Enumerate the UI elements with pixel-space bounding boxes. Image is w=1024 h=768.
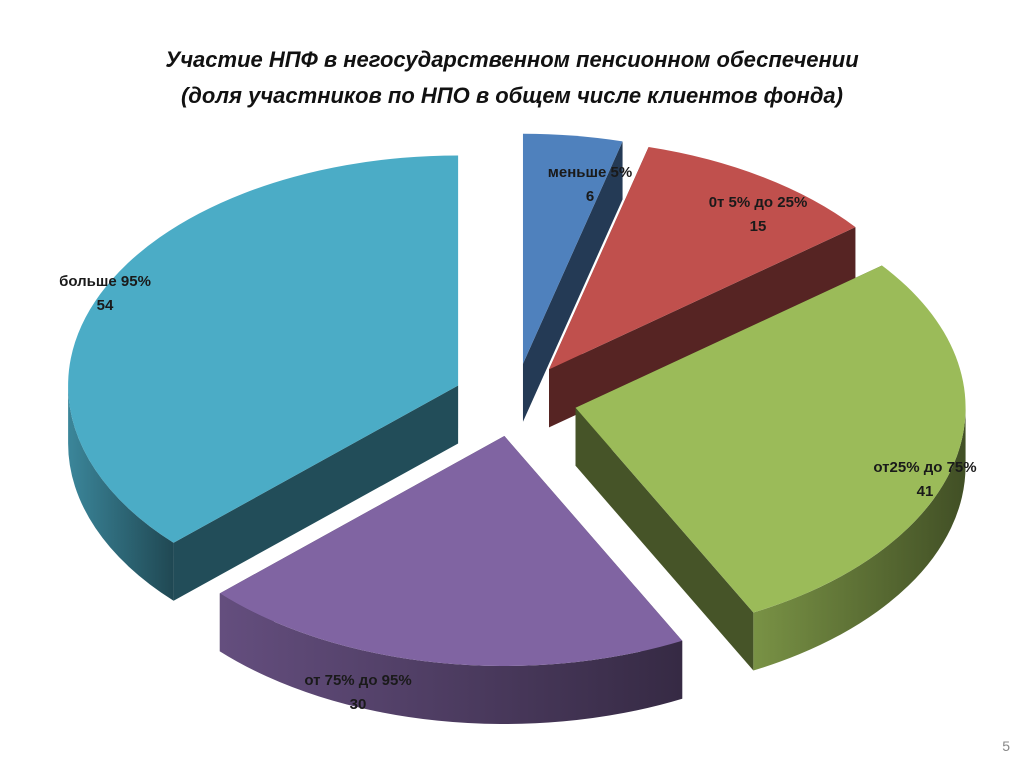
page-number: 5 [1002,738,1010,754]
pie-slice-4 [68,155,459,601]
pie-slice-0 [522,133,623,422]
slice-label-4: больше 95% [59,273,151,290]
pie-slice-1 [549,147,856,428]
slice-label-2: от25% до 75% [873,459,976,476]
chart-title: Участие НПФ в негосударственном пенсионн… [165,47,859,72]
slice-label-1: 0т 5% до 25% [709,194,808,211]
slice-value-0: 6 [586,188,594,205]
slice-label-0: меньше 5% [548,164,632,181]
slice-value-3: 30 [350,696,367,713]
pie-slice-3 [219,436,683,725]
chart-subtitle: (доля участников по НПО в общем числе кл… [180,83,843,108]
slice-value-4: 54 [97,297,114,314]
slice-value-2: 41 [917,483,934,500]
slice-label-3: от 75% до 95% [304,672,411,689]
pie-slice-2 [575,265,966,671]
slice-value-1: 15 [750,218,767,235]
